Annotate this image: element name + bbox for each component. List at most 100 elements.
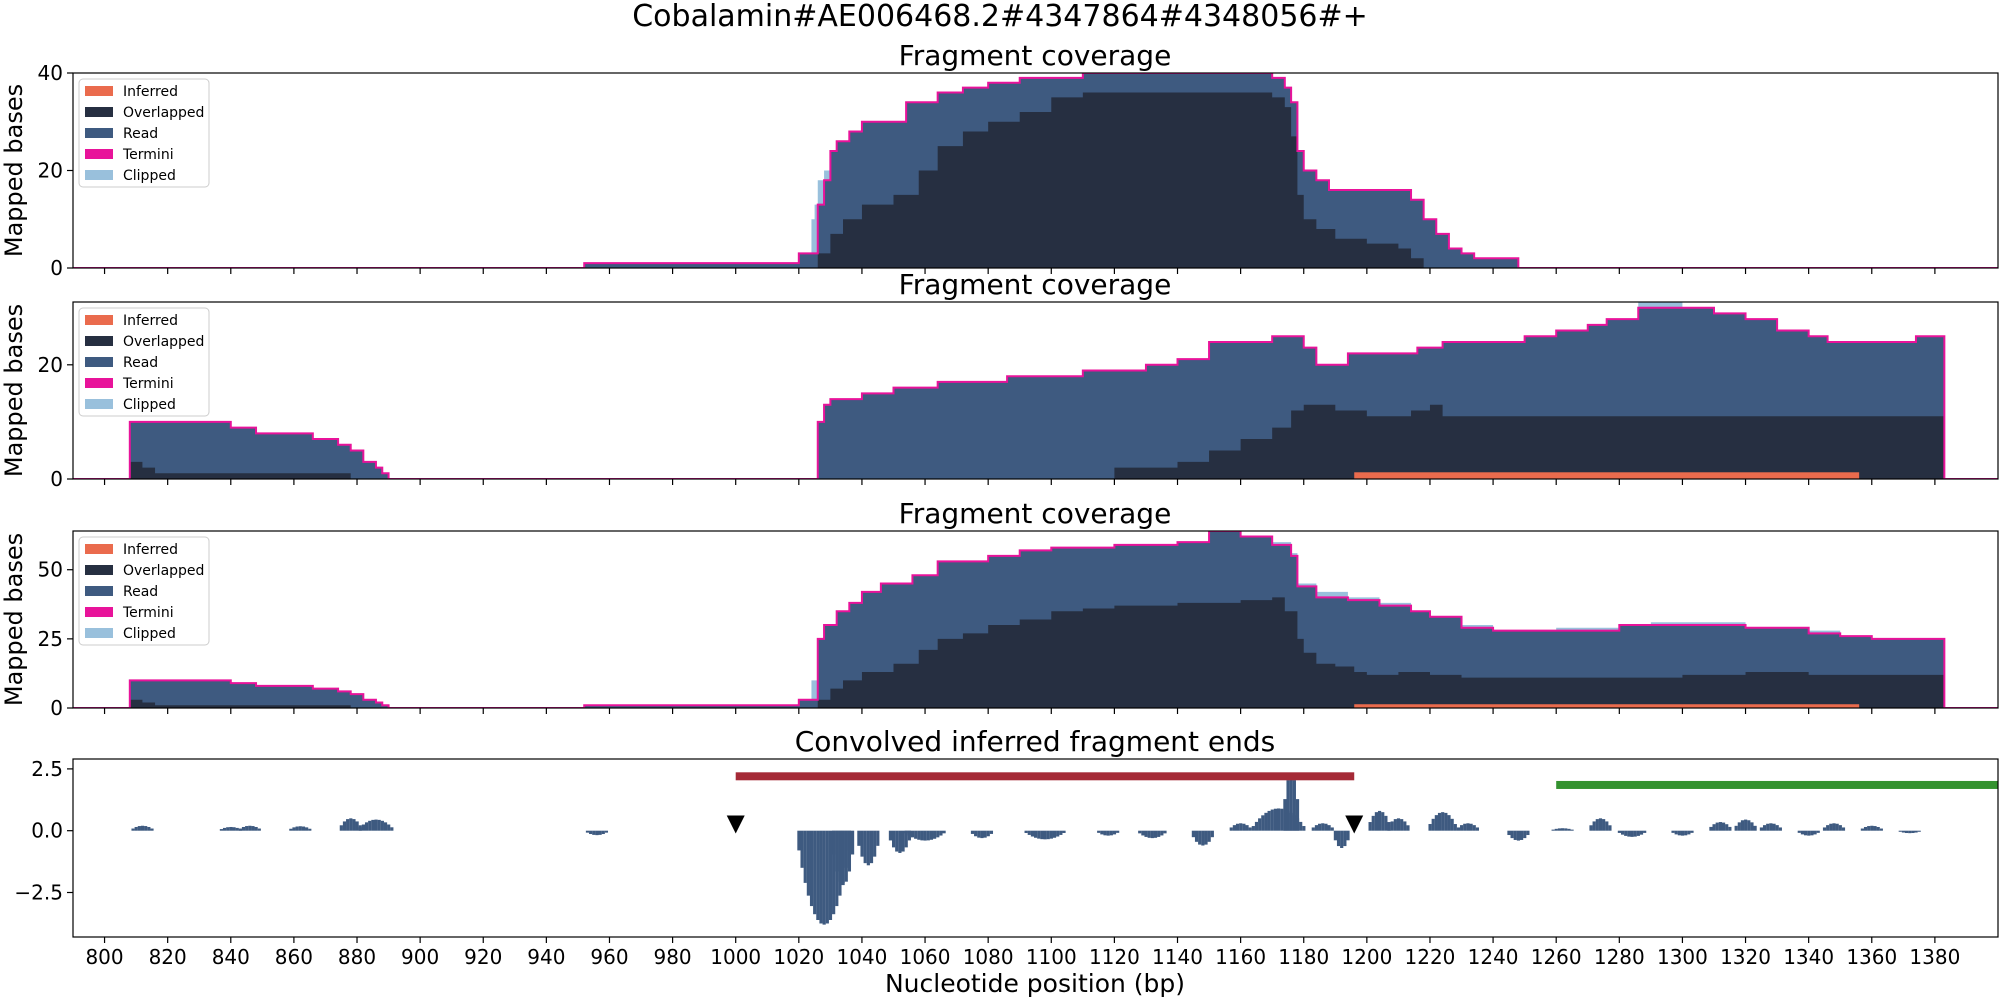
legend-label: Inferred [123,84,178,100]
bar [876,830,880,846]
bar [1116,830,1120,833]
bar [1428,824,1432,831]
plot-area [73,302,1998,479]
legend-label: Inferred [123,542,178,558]
bar [235,827,239,831]
bar [1286,810,1290,831]
legend-swatch [85,86,113,96]
x-tick-label: 880 [338,945,376,969]
bar [1807,830,1811,836]
bar [361,824,366,831]
bar [1475,827,1480,831]
y-axis-label: Mapped bases [0,533,28,706]
bar [816,830,820,920]
bar [1620,830,1625,835]
x-tick-label: 1200 [1341,945,1392,969]
bar [1554,828,1558,831]
legend-box [78,78,210,188]
bar [1261,815,1265,831]
bar [1778,827,1782,831]
bar [822,830,826,925]
bar [1863,826,1868,831]
legend-label: Inferred [123,313,178,329]
overlapped-area [73,597,1998,708]
bar [248,825,252,831]
bar [1336,830,1341,847]
x-tick-label: 860 [275,945,313,969]
bar [1318,823,1322,831]
bar [1059,830,1063,835]
x-tick-label: 800 [85,945,123,969]
panel-2: Fragment coverage Inferred Overlapped Read T… [0,268,1999,491]
bar [1472,825,1476,831]
triangle-marker [1345,815,1364,834]
bar [1624,830,1628,836]
bar [1286,780,1290,831]
bar [891,830,896,848]
red-range-bar [735,772,1355,781]
legend-label: Overlapped [123,563,204,579]
bar [904,830,908,848]
bar [1444,812,1448,831]
bar [298,826,302,831]
bar [1374,812,1379,831]
legend-label: Overlapped [123,105,204,121]
legend-label: Read [123,126,158,142]
plot-area [73,73,1998,268]
bar [914,830,918,839]
bar [1043,830,1047,840]
bar [1280,808,1284,831]
bar [222,827,227,831]
bar [1037,830,1041,839]
bar [907,830,911,836]
bar [1551,829,1555,831]
bar [1384,815,1388,831]
bar [229,826,233,831]
bar [800,830,804,868]
bar [1267,810,1271,831]
bar [289,828,293,831]
bar [970,830,975,834]
bar [835,830,839,872]
bar [1561,828,1565,831]
bar [1141,830,1145,836]
bar [1589,825,1593,831]
bar [374,819,378,831]
bar [809,830,814,907]
y-tick-label: 20 [38,159,63,183]
bar [1232,825,1237,831]
x-tick-label: 1000 [710,945,761,969]
bar [1838,825,1842,831]
bar [844,830,848,882]
legend-label: Clipped [123,626,176,642]
bar [1235,823,1240,831]
x-tick-label: 1260 [1531,945,1582,969]
inferred-bar [1354,704,1860,708]
x-tick-label: 1380 [1909,945,1960,969]
y-tick-label: 25 [38,627,63,651]
bar [1633,830,1637,837]
panel-1: Fragment coverage Inferred Overlapped Read T… [0,39,1999,280]
bar [1766,823,1770,831]
bar [1712,824,1716,831]
legend-swatch [85,107,113,117]
bar [901,830,905,852]
bar [1245,825,1249,831]
bar [1636,830,1640,836]
x-tick-label: 1320 [1720,945,1771,969]
bar [847,830,852,872]
y-tick-label: 2.5 [31,757,63,781]
bar [292,827,296,831]
bar [1292,815,1296,831]
bar [1608,825,1612,831]
bar [1469,823,1473,831]
bar [1229,827,1233,831]
bar [1327,825,1331,831]
bar [1144,830,1148,837]
x-tick-label: 1300 [1657,945,1708,969]
panel-title: Convolved inferred fragment ends [795,725,1276,758]
bar [1690,830,1694,833]
termini-line [73,73,1998,268]
legend-swatch [85,565,113,575]
